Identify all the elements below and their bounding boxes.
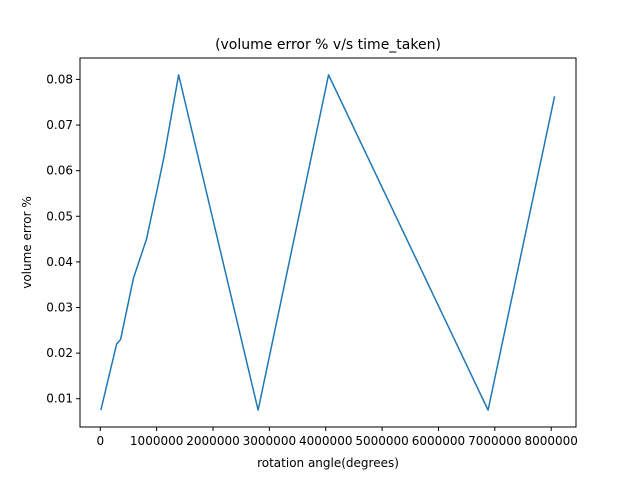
x-tick-label: 6000000 — [412, 434, 465, 448]
y-tick-label: 0.02 — [46, 346, 73, 360]
x-tick-label: 4000000 — [299, 434, 352, 448]
y-tick-label: 0.05 — [46, 209, 73, 223]
x-tick-label: 7000000 — [468, 434, 521, 448]
y-axis-label: volume error % — [20, 196, 34, 289]
y-tick-label: 0.01 — [46, 392, 73, 406]
data-series-line-0 — [100, 74, 556, 411]
chart-title: (volume error % v/s time_taken) — [215, 37, 441, 53]
x-tick-label: 8000000 — [524, 434, 577, 448]
plot-area-frame — [79, 57, 577, 428]
y-tick-label: 0.03 — [46, 300, 73, 314]
x-tick-label: 3000000 — [243, 434, 296, 448]
x-tick-label: 2000000 — [186, 434, 239, 448]
y-tick-label: 0.06 — [46, 164, 73, 178]
y-tick-label: 0.08 — [46, 72, 73, 86]
x-tick-label: 1000000 — [130, 434, 183, 448]
y-tick-label: 0.07 — [46, 118, 73, 132]
y-tick-label: 0.04 — [46, 255, 73, 269]
x-axis-label: rotation angle(degrees) — [257, 456, 399, 470]
x-tick-label: 0 — [96, 434, 104, 448]
x-tick-label: 5000000 — [355, 434, 408, 448]
